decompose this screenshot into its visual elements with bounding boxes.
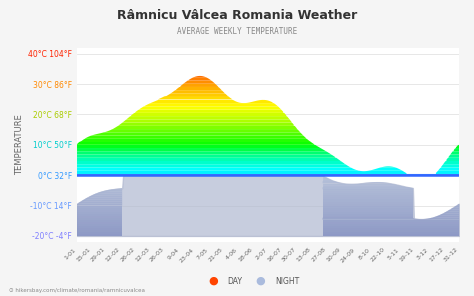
Text: AVERAGE WEEKLY TEMPERATURE: AVERAGE WEEKLY TEMPERATURE [177, 27, 297, 36]
Text: Râmnicu Vâlcea Romania Weather: Râmnicu Vâlcea Romania Weather [117, 9, 357, 22]
Text: ●: ● [209, 276, 218, 286]
Text: NIGHT: NIGHT [275, 277, 299, 286]
Y-axis label: TEMPERATURE: TEMPERATURE [15, 115, 24, 175]
Text: ●: ● [256, 276, 265, 286]
Text: ⊙ hikersbay.com/climate/romania/ramnicuvalcea: ⊙ hikersbay.com/climate/romania/ramnicuv… [9, 288, 146, 293]
Text: DAY: DAY [228, 277, 243, 286]
